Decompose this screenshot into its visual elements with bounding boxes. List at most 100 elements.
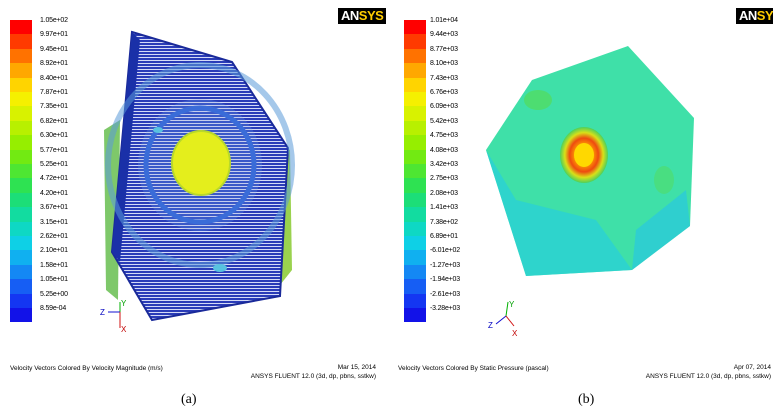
caption-a: (a) bbox=[181, 392, 197, 407]
legend-swatch bbox=[404, 164, 426, 179]
logo-text-main: AN bbox=[739, 8, 757, 23]
outer-ring-a bbox=[105, 62, 295, 268]
legend-swatch bbox=[404, 120, 426, 136]
axis-label-y-a: Y bbox=[121, 299, 127, 308]
spot-a-1 bbox=[213, 264, 227, 272]
legend-label: 1.58e+01 bbox=[40, 261, 68, 269]
legend-swatch bbox=[404, 178, 426, 193]
legend-swatch bbox=[404, 149, 426, 164]
axis-label-z-a: Z bbox=[100, 308, 105, 317]
legend-label: 6.82e+01 bbox=[40, 117, 68, 125]
legend-label: 2.62e+01 bbox=[40, 233, 68, 240]
legend-swatch bbox=[10, 293, 32, 308]
graphics-window-b[interactable]: 1.01e+04 9.44e+03 8.77e+03 8.10e+03 7.43e+03… bbox=[396, 0, 773, 384]
graphics-window-a[interactable]: 1.05e+02 9.97e+01 9.45e+01 8.92e+01 8.40e+01… bbox=[0, 0, 386, 384]
legend-label: 6.09e+03 bbox=[430, 103, 458, 111]
legend-swatch bbox=[10, 135, 32, 150]
legend-label: 8.77e+03 bbox=[430, 45, 458, 53]
legend-swatch bbox=[404, 293, 426, 308]
ring-band-a bbox=[143, 105, 257, 225]
legend-swatch bbox=[404, 308, 426, 323]
axis-label-x-a: X bbox=[121, 325, 127, 334]
legend-swatch bbox=[10, 221, 32, 236]
legend-label: 7.43e+03 bbox=[430, 74, 458, 82]
legend-swatch bbox=[10, 63, 32, 78]
footer-solver-a: ANSYS FLUENT 12.0 (3d, dp, pbns, sstkw) bbox=[250, 373, 376, 380]
legend-label: -1.27e+03 bbox=[430, 261, 460, 269]
legend-label: -2.61e+03 bbox=[430, 290, 460, 298]
ansys-logo-a: ANSYS bbox=[338, 8, 386, 24]
logo-text-main: AN bbox=[341, 8, 359, 23]
axis-label-y-b: Y bbox=[509, 300, 515, 309]
legend-swatch bbox=[404, 135, 426, 150]
colormap-bar-a bbox=[10, 20, 32, 323]
legend-swatch bbox=[10, 236, 32, 251]
footer-title-b: Velocity Vectors Colored By Static Press… bbox=[398, 365, 549, 372]
legend-label: 8.40e+01 bbox=[40, 74, 68, 82]
axis-triad-b: Y Z X bbox=[488, 300, 518, 338]
legend-label: 1.01e+04 bbox=[430, 17, 458, 24]
legend-swatch bbox=[10, 192, 32, 208]
legend-label: 8.10e+03 bbox=[430, 60, 458, 68]
legend-swatch bbox=[404, 106, 426, 121]
legend-swatch bbox=[404, 63, 426, 78]
colormap-bar-b bbox=[404, 20, 426, 323]
legend-label: -3.28e+03 bbox=[430, 305, 460, 312]
legend-label: 8.92e+01 bbox=[40, 60, 68, 68]
axis-triad-a: Y Z X bbox=[100, 299, 127, 334]
ansys-logo-b: ANSYS bbox=[736, 8, 773, 24]
legend-swatch bbox=[404, 221, 426, 236]
legend-swatch bbox=[404, 250, 426, 265]
legend-swatch bbox=[404, 34, 426, 49]
legend-swatch bbox=[10, 92, 32, 107]
legend-label: 4.20e+01 bbox=[40, 189, 68, 197]
legend-label: -6.01e+02 bbox=[430, 247, 460, 255]
legend-swatch bbox=[404, 207, 426, 222]
footer-solver-b: ANSYS FLUENT 12.0 (3d, dp, pbns, sstkw) bbox=[645, 373, 771, 380]
vector-field-view-a[interactable] bbox=[0, 0, 386, 384]
legend-swatch bbox=[404, 279, 426, 294]
legend-label: 3.15e+01 bbox=[40, 218, 68, 226]
legend-label: 7.87e+01 bbox=[40, 89, 68, 96]
legend-label: 9.97e+01 bbox=[40, 31, 68, 39]
legend-swatch bbox=[404, 192, 426, 208]
legend-label: -1.94e+03 bbox=[430, 276, 460, 284]
legend-label: 3.67e+01 bbox=[40, 204, 68, 212]
legend-swatch bbox=[10, 34, 32, 49]
legend-label: 1.05e+02 bbox=[40, 17, 68, 24]
legend-swatch bbox=[10, 264, 32, 280]
caption-b: (b) bbox=[578, 392, 595, 407]
low-pressure-region-b bbox=[486, 150, 632, 276]
low-pressure-region-b-2 bbox=[632, 190, 690, 270]
footer-title-a: Velocity Vectors Colored By Velocity Mag… bbox=[10, 365, 163, 372]
legend-label: 2.10e+01 bbox=[40, 247, 68, 255]
patch-b-2 bbox=[654, 166, 674, 194]
legend-label: 4.75e+03 bbox=[430, 132, 458, 140]
legend-label: 1.41e+03 bbox=[430, 204, 458, 212]
legend-label: 2.75e+03 bbox=[430, 175, 458, 183]
legend-label: 5.25e+01 bbox=[40, 161, 68, 168]
legend-swatch bbox=[10, 120, 32, 136]
footer-date-b: Apr 07, 2014 bbox=[733, 364, 771, 371]
legend-swatch bbox=[10, 250, 32, 265]
legend-swatch bbox=[10, 178, 32, 193]
legend-label: 1.05e+01 bbox=[40, 276, 68, 284]
legend-label: 8.59e-04 bbox=[40, 305, 67, 312]
patch-b-1 bbox=[524, 90, 552, 110]
spot-a-2 bbox=[153, 127, 163, 133]
legend-label: 7.38e+02 bbox=[430, 218, 458, 226]
logo-text-accent: SYS bbox=[358, 8, 384, 23]
axis-label-x-b: X bbox=[512, 329, 518, 338]
legend-swatch bbox=[10, 149, 32, 164]
pressure-field-view-b[interactable] bbox=[396, 0, 773, 384]
legend-label: 4.08e+03 bbox=[430, 146, 458, 154]
legend-label: 9.45e+01 bbox=[40, 45, 68, 53]
legend-swatch bbox=[10, 48, 32, 64]
legend-swatch bbox=[10, 308, 32, 323]
legend-label: 4.72e+01 bbox=[40, 175, 68, 183]
legend-label: 3.42e+03 bbox=[430, 161, 458, 168]
axis-label-z-b: Z bbox=[488, 321, 493, 330]
legend-swatch bbox=[10, 279, 32, 294]
legend-label: 6.76e+03 bbox=[430, 89, 458, 96]
footer-date-a: Mar 15, 2014 bbox=[337, 364, 376, 371]
